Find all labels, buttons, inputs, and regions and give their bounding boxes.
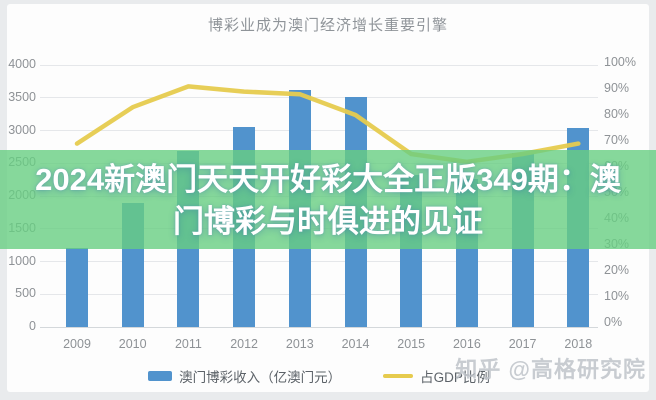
gridline	[40, 326, 598, 328]
watermark: 知乎 @高格研究院	[455, 357, 646, 382]
left-axis-label: 500	[15, 286, 36, 301]
x-axis-label: 2013	[285, 337, 314, 351]
bar-swatch-icon	[148, 371, 173, 381]
legend-item-revenue: 澳门博彩收入（亿澳门元）	[148, 366, 341, 386]
revenue-bar	[66, 248, 88, 327]
gridline	[40, 130, 598, 131]
right-axis-label: 100%	[604, 55, 636, 69]
line-swatch-icon	[383, 373, 414, 379]
left-axis-label: 1000	[8, 253, 36, 268]
x-axis-label: 2015	[397, 337, 426, 351]
x-axis-label: 2012	[230, 337, 258, 351]
left-axis-label: 3000	[8, 122, 36, 137]
x-axis-label: 2010	[118, 337, 147, 351]
legend: 澳门博彩收入（亿澳门元） 占GDP比例	[40, 366, 598, 386]
legend-label-revenue: 澳门博彩收入（亿澳门元）	[179, 370, 342, 385]
x-axis-label: 2011	[174, 337, 202, 351]
x-axis-label: 2009	[63, 337, 91, 351]
right-axis-label: 10%	[604, 289, 630, 303]
left-axis-label: 4000	[8, 57, 36, 71]
x-axis-label: 2014	[341, 337, 370, 351]
gridline	[40, 97, 598, 99]
overlay-text-line1: 2024新澳门天天开好彩大全正版349期：澳	[35, 161, 621, 197]
gridline	[40, 64, 598, 66]
right-axis-label: 90%	[604, 81, 630, 95]
legend-item-gdp-ratio: 占GDP比例	[383, 366, 490, 386]
x-axis-label: 2016	[452, 337, 481, 351]
overlay-text-band: 2024新澳门天天开好彩大全正版349期：澳 门博彩与时俱进的见证	[0, 150, 656, 249]
gridline	[40, 261, 598, 262]
x-axis-label: 2017	[508, 337, 537, 351]
right-axis-label: 80%	[604, 107, 630, 121]
right-axis-label: 20%	[604, 263, 630, 277]
x-axis-label: 2018	[564, 337, 593, 351]
right-axis-label: 0%	[604, 315, 623, 329]
chart-title: 博彩业成为澳门经济增长重要引擎	[207, 17, 448, 34]
left-axis-label: 0	[29, 319, 36, 333]
overlay-text-line2: 门博彩与时俱进的见证	[173, 203, 483, 239]
legend-label-gdp-ratio: 占GDP比例	[420, 370, 490, 385]
right-axis-label: 70%	[604, 133, 630, 147]
left-axis-label: 3500	[8, 89, 36, 104]
gridline	[40, 293, 598, 295]
